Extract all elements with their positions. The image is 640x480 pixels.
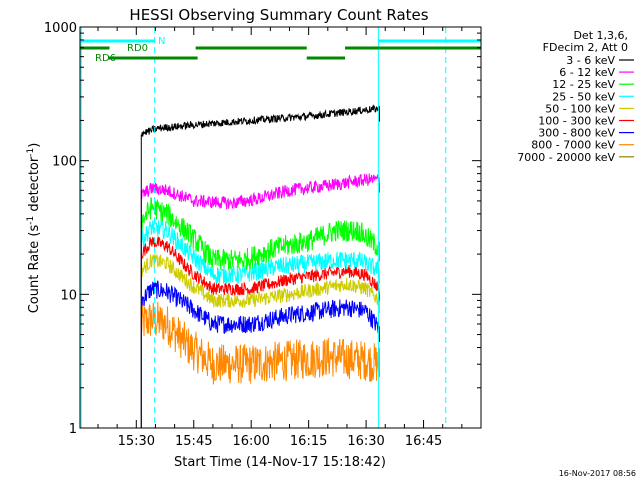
x-tick-label: 15:30 xyxy=(118,434,155,449)
y-axis-label-sup2: -1 xyxy=(26,148,36,157)
x-tick-label: 15:45 xyxy=(175,434,212,449)
series-line-6-12-kev xyxy=(140,173,381,428)
y-tick-label: 1 xyxy=(69,422,77,437)
y-axis-label-mid: detector xyxy=(27,156,42,216)
legend-label: 3 - 6 keV xyxy=(566,54,615,67)
y-axis-label-end: ) xyxy=(27,143,42,148)
legend-label: 50 - 100 keV xyxy=(545,102,615,115)
x-axis-label: Start Time (14-Nov-17 15:18:42) xyxy=(174,455,386,470)
y-axis-label: Count Rate (s-1 detector-1) xyxy=(26,143,42,314)
series-line-12-25-kev xyxy=(140,196,381,428)
legend-label: 6 - 12 keV xyxy=(559,66,615,79)
x-tick-label: 16:45 xyxy=(405,434,442,449)
legend-label: 7000 - 20000 keV xyxy=(517,151,615,164)
plot-frame xyxy=(79,26,482,429)
series-line-3-6-kev xyxy=(140,104,381,428)
y-axis-label-sup1: -1 xyxy=(26,216,36,225)
plot-area: N RD0 RD6 15:30 15:45 16:00 16:15 16:30 16:45 1 10… xyxy=(44,21,482,449)
series-line-100-300-kev xyxy=(140,236,381,428)
series-line-25-50-kev xyxy=(140,218,381,428)
series-group xyxy=(140,104,381,428)
x-tick-label: 16:15 xyxy=(290,434,327,449)
legend-label: 25 - 50 keV xyxy=(552,90,615,103)
legend-header: FDecim 2, Att 0 xyxy=(543,41,628,54)
series-line-50-100-kev xyxy=(140,253,381,428)
flag-label-rd0: RD0 xyxy=(127,43,148,54)
legend-label: 800 - 7000 keV xyxy=(531,139,615,152)
y-tick-label: 100 xyxy=(52,155,77,170)
y-tick-label: 1000 xyxy=(44,21,77,36)
y-tick-label: 10 xyxy=(60,288,77,303)
x-tick-label: 16:00 xyxy=(232,434,269,449)
flag-label-n: N xyxy=(158,36,165,47)
legend-label: 12 - 25 keV xyxy=(552,78,615,91)
flag-label-rd6: RD6 xyxy=(95,53,116,64)
chart-title: HESSI Observing Summary Count Rates xyxy=(129,6,428,24)
legend-header: Det 1,3,6, xyxy=(573,29,628,42)
x-tick-label: 16:30 xyxy=(347,434,384,449)
series-line-300-800-kev xyxy=(140,280,381,428)
legend-label: 100 - 300 keV xyxy=(538,115,615,128)
series-line-800-7000-kev xyxy=(140,301,381,428)
y-axis-label-main: Count Rate (s xyxy=(27,225,42,314)
footer-date: 16-Nov-2017 08:56 xyxy=(559,469,636,478)
legend-label: 300 - 800 keV xyxy=(538,127,615,140)
